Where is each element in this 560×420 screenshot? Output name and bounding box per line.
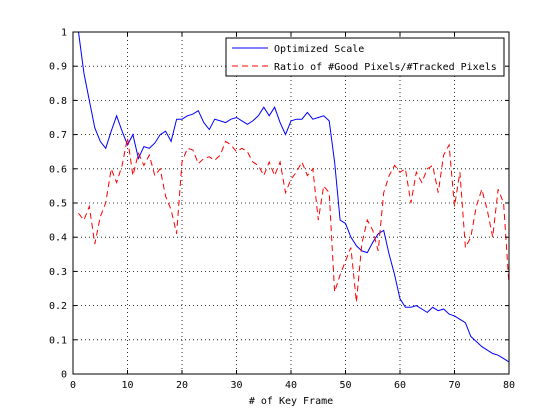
- grid-lines: [73, 32, 509, 374]
- plot-background: [73, 32, 509, 374]
- series-layer: [78, 31, 510, 363]
- x-tick-label: 30: [230, 380, 242, 391]
- y-tick-label: 0.9: [49, 62, 67, 73]
- x-tick-label: 80: [503, 380, 515, 391]
- series-line-optimized-scale: [78, 31, 510, 363]
- x-axis-label: # of Key Frame: [249, 396, 333, 407]
- x-tick-label: 60: [394, 380, 406, 391]
- x-tick-label: 10: [121, 380, 133, 391]
- legend-label-optimized-scale: Optimized Scale: [274, 44, 364, 55]
- legend: Optimized Scale Ratio of #Good Pixels/#T…: [225, 37, 505, 77]
- x-tick-label: 0: [70, 380, 76, 391]
- y-tick-label: 0: [61, 370, 67, 381]
- x-tick-label: 70: [448, 380, 460, 391]
- x-tick-label: 50: [339, 380, 351, 391]
- y-tick-label: 1: [61, 28, 67, 39]
- axis-ticks: [72, 31, 510, 375]
- y-tick-label: 0.3: [49, 267, 67, 278]
- legend-label-good-pixel-ratio: Ratio of #Good Pixels/#Tracked Pixels: [274, 62, 497, 73]
- y-tick-label: 0.7: [49, 130, 67, 141]
- y-tick-label: 0.2: [49, 301, 67, 312]
- tick-labels: 0 10 20 30 40 50 60 70 80 0 0.1 0.2 0.3 0.4 0.5 0.6 0.7 0…: [49, 28, 515, 392]
- series-line-good-pixel-ratio: [78, 137, 510, 303]
- y-tick-label: 0.1: [49, 335, 67, 346]
- legend-box: [225, 37, 505, 77]
- y-tick-label: 0.6: [49, 164, 67, 175]
- y-tick-label: 0.5: [49, 199, 67, 210]
- y-tick-label: 0.8: [49, 96, 67, 107]
- x-tick-label: 40: [285, 380, 297, 391]
- x-tick-label: 20: [176, 380, 188, 391]
- y-tick-label: 0.4: [49, 233, 67, 244]
